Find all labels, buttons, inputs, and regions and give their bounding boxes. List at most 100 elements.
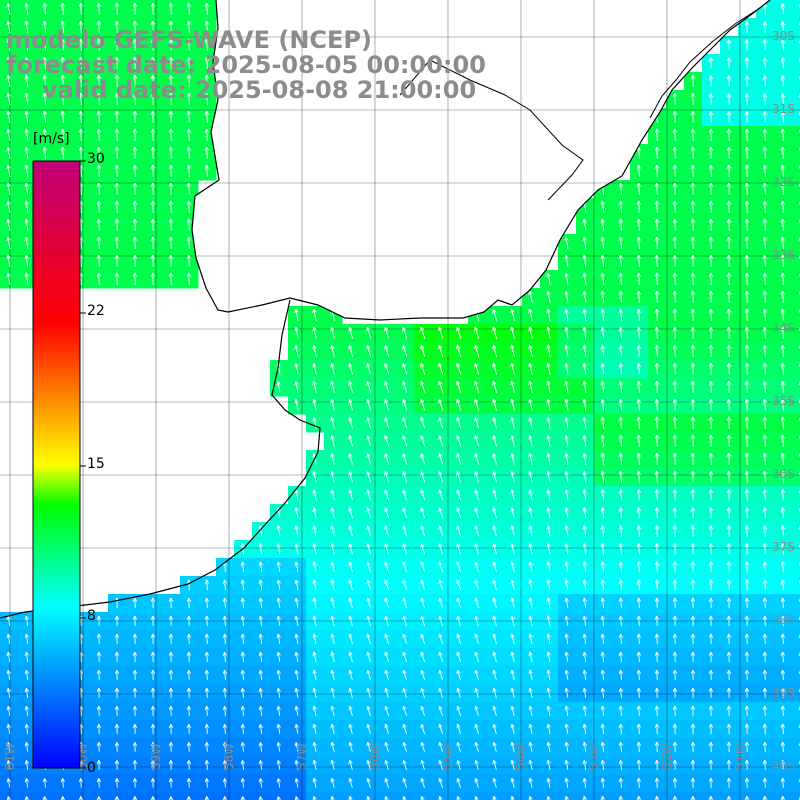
wind-arrow [762,200,767,214]
speed-cell [18,792,37,800]
wind-arrow [744,164,750,178]
lon-label: 57W [295,743,309,770]
speed-cell [72,792,91,800]
wind-arrow [186,92,192,106]
wind-arrow [114,74,120,88]
wind-arrow [186,38,192,52]
wind-arrow [726,93,732,105]
speed-cell [288,792,307,800]
wind-arrow [24,200,29,214]
wind-arrow [204,74,209,88]
wind-arrow [708,146,714,160]
wind-arrow [672,200,678,214]
wind-arrow [96,110,102,124]
wind-arrow [6,146,11,160]
wind-arrow [762,57,768,69]
wind-arrow [6,128,11,142]
wind-arrow [150,200,156,214]
wind-arrow [186,2,192,16]
wind-arrow [204,92,209,106]
wind-arrow [60,128,65,142]
wind-arrow [654,182,659,196]
wind-arrow [6,74,11,88]
wind-arrow [762,182,767,196]
wind-arrow [690,218,696,232]
speed-cell [630,792,649,800]
wind-arrow [762,146,767,160]
wind-arrow [132,2,138,16]
wind-arrow [744,146,750,160]
wind-arrow [96,182,102,196]
wind-arrow [618,218,623,232]
wind-arrow [708,93,714,105]
wind-arrow [78,146,83,160]
wind-arrow [726,39,732,51]
wind-arrow [96,128,102,142]
wind-arrow [204,38,209,52]
wind-arrow [132,110,138,124]
lat-label: 34S [772,321,795,335]
wind-arrow [114,2,120,16]
wind-arrow [726,200,732,214]
wind-arrow [78,128,83,142]
speed-cell [504,792,523,800]
wind-arrow [780,3,785,15]
wind-arrow [744,75,750,87]
lat-label: 31S [772,102,795,116]
wind-arrow [708,218,714,232]
wind-arrow [690,74,696,88]
speed-cell [792,342,800,361]
speed-cell [144,792,163,800]
speed-cell [792,90,800,109]
wind-arrow [132,38,138,52]
wind-arrow [60,74,65,88]
speed-cell [0,792,19,800]
wind-arrow [186,164,192,178]
wind-arrow [150,146,156,160]
wind-arrow [186,74,192,88]
wind-arrow [780,200,785,214]
wind-arrow [654,218,659,232]
wind-arrow [780,93,785,105]
speed-cell [792,450,800,469]
wind-arrow [24,164,29,178]
lon-label: 55W [441,743,455,770]
title-forecast-date: forecast date: 2025-08-05 00:00:00 [6,51,486,79]
land-mask [0,0,770,320]
wind-arrow [744,182,750,196]
wind-arrow [744,39,750,51]
wind-arrow [150,110,156,124]
speed-cell [378,792,397,800]
speed-cell [396,792,415,800]
wind-arrow [24,110,29,124]
wind-arrow [78,20,83,34]
speed-cell [612,792,631,800]
wind-arrow [204,20,209,34]
wind-arrow [42,92,47,106]
wind-arrow [186,110,192,124]
wind-arrow [60,2,65,16]
wind-arrow [726,57,732,69]
lon-label: 52W [660,743,674,770]
speed-cell [792,180,800,199]
speed-cell [792,576,800,595]
wind-arrow [780,21,785,33]
wind-arrow [150,164,156,178]
speed-cell [180,792,199,800]
wind-arrow [96,74,102,88]
wind-arrow [132,20,138,34]
land-area [0,0,770,320]
wind-arrow [24,56,29,70]
speed-cell [792,36,800,55]
wind-arrow [6,56,11,70]
wind-arrow [744,93,750,105]
speed-cell [792,18,800,37]
wind-arrow [114,56,120,70]
speed-cell [792,540,800,559]
wind-arrow [168,38,174,52]
wind-arrow [114,20,120,34]
wind-arrow [42,128,47,142]
wind-arrow [168,128,174,142]
colorbar-label-0: 0 [87,760,96,776]
